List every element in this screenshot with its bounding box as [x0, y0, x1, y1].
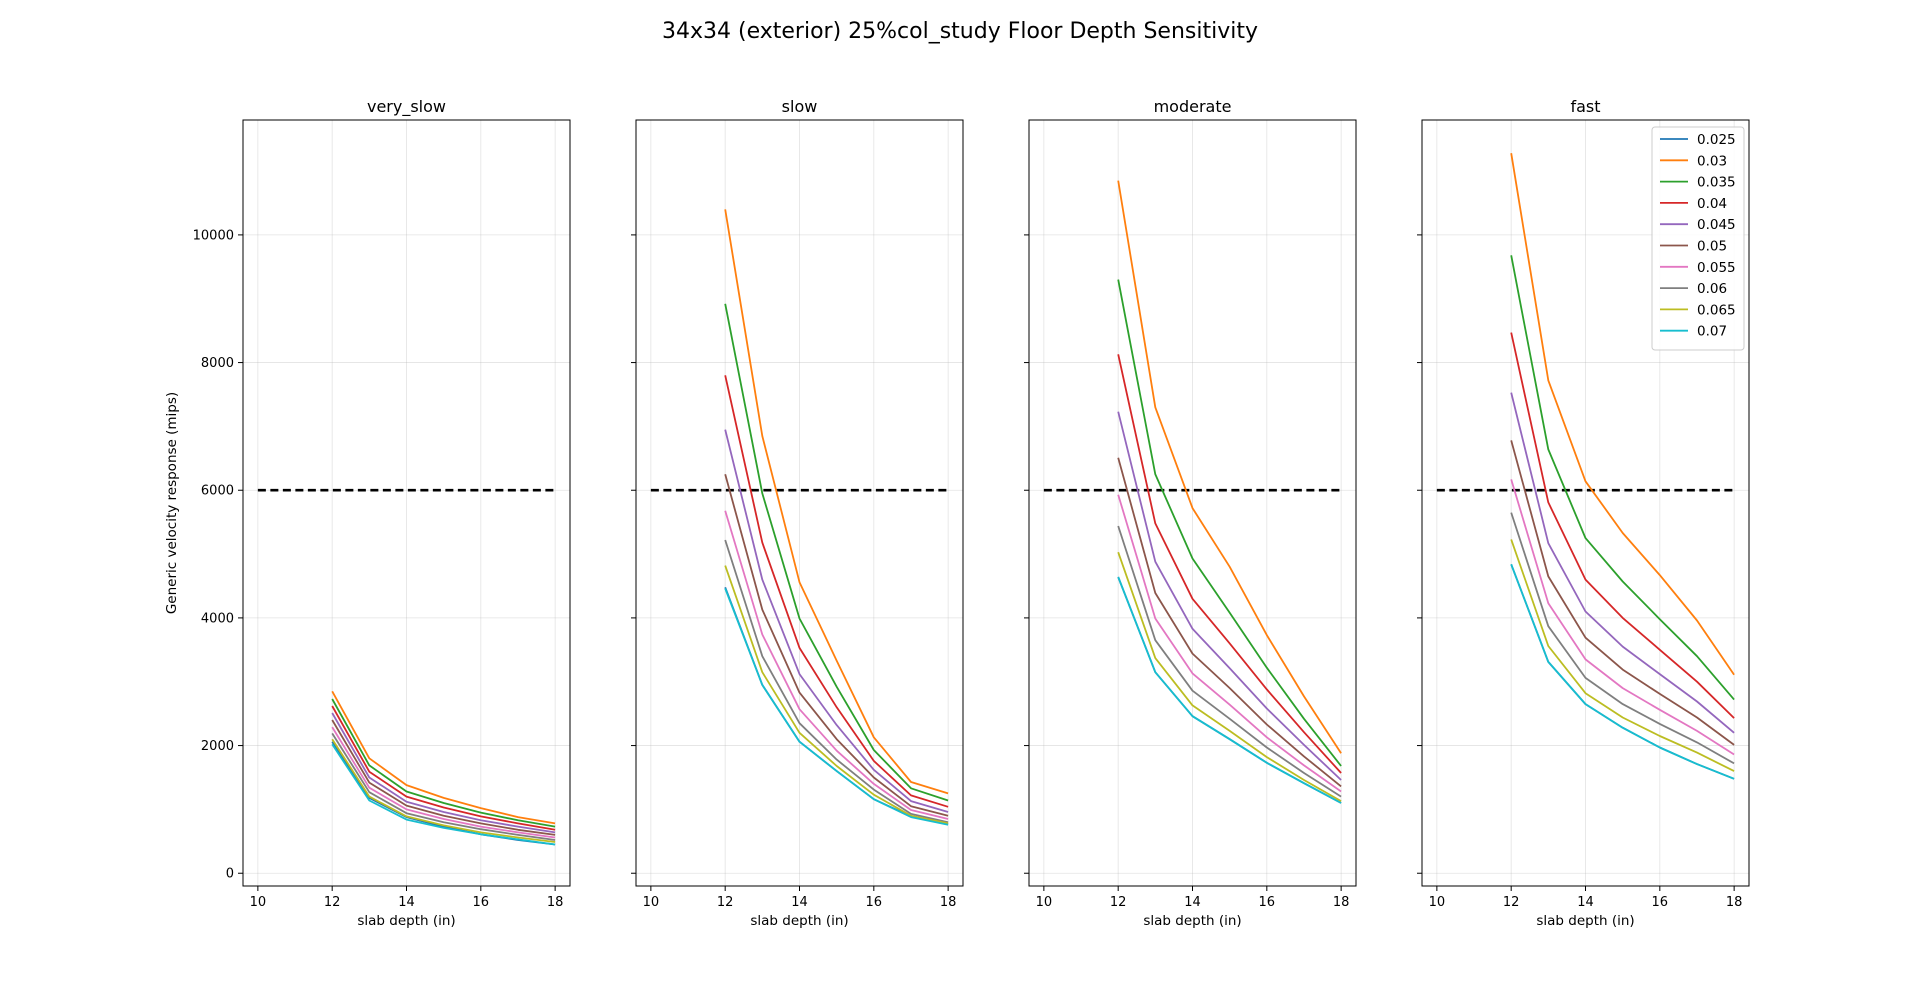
legend-label: 0.04	[1697, 196, 1727, 212]
series-line-0.065	[724, 565, 949, 825]
series-line-0.06	[331, 732, 556, 841]
series-line-0.07	[1510, 563, 1735, 780]
y-tick-label: 0	[226, 867, 234, 882]
panel-moderate: moderate 10 12 14 16 18 slab depth (in)	[1024, 97, 1357, 929]
x-tick-label: 16	[1259, 895, 1276, 910]
panels: very_slow 10 12 14 16 18 0 2000 4000 6000 8000 1000…	[193, 97, 1750, 929]
series-line-0.045	[331, 712, 556, 834]
y-tick-label: 6000	[201, 484, 234, 499]
series-line-0.035	[724, 303, 949, 802]
series-line-0.05	[331, 719, 556, 836]
legend-box	[1651, 126, 1745, 351]
series-line-0.055	[1510, 479, 1735, 756]
panel-slow: slow 10 12 14 16 18 slab depth (in)	[631, 97, 964, 929]
panel-title: slow	[782, 97, 818, 116]
series-line-0.07	[331, 743, 556, 846]
y-tick-label: 8000	[201, 356, 234, 371]
series-line-0.045	[724, 429, 949, 813]
panel-title: moderate	[1154, 97, 1232, 116]
legend-label: 0.06	[1697, 281, 1727, 297]
panel-title: very_slow	[367, 97, 446, 117]
series-line-0.035	[1510, 255, 1735, 701]
series-line-0.055	[724, 510, 949, 820]
series-line-0.07	[724, 588, 949, 826]
series-line-0.05	[1117, 457, 1342, 788]
series-line-0.06	[1510, 512, 1735, 765]
series-line-0.04	[331, 705, 556, 831]
x-axis-label: slab depth (in)	[1536, 913, 1634, 929]
x-tick-label: 12	[324, 895, 341, 910]
series-line-0.03	[331, 690, 556, 825]
x-tick-label: 18	[940, 895, 957, 910]
series-line-0.065	[1510, 539, 1735, 772]
x-tick-label: 14	[1577, 895, 1594, 910]
series-line-0.05	[1510, 440, 1735, 746]
series-line-0.07	[1117, 576, 1342, 804]
x-axis-label: slab depth (in)	[1143, 913, 1241, 929]
x-tick-label: 18	[1333, 895, 1350, 910]
figure-title: 34x34 (exterior) 25%col_study Floor Dept…	[662, 19, 1258, 44]
x-tick-label: 14	[1184, 895, 1201, 910]
x-tick-label: 16	[866, 895, 883, 910]
x-tick-label: 14	[398, 895, 415, 910]
series-line-0.03	[1510, 153, 1735, 676]
series-line-0.04	[724, 375, 949, 808]
legend-label: 0.025	[1697, 132, 1736, 148]
x-tick-label: 10	[1036, 895, 1053, 910]
x-tick-label: 18	[547, 895, 564, 910]
series-line-0.055	[331, 726, 556, 839]
x-axis-label: slab depth (in)	[357, 913, 455, 929]
x-tick-label: 10	[643, 895, 660, 910]
x-tick-label: 16	[473, 895, 490, 910]
legend-label: 0.07	[1697, 324, 1727, 340]
y-tick-label: 2000	[201, 739, 234, 754]
legend-label: 0.045	[1697, 217, 1736, 233]
legend: 0.025 0.03 0.035 0.04 0.045 0.05 0.055 0.06 0.06…	[1651, 126, 1745, 351]
series-line-0.05	[724, 474, 949, 817]
y-axis-label: Generic velocity response (mips)	[164, 392, 180, 614]
series-line-0.035	[1117, 279, 1342, 767]
series-line-0.03	[1117, 180, 1342, 754]
legend-label: 0.03	[1697, 153, 1727, 169]
x-axis-label: slab depth (in)	[750, 913, 848, 929]
y-tick-label: 4000	[201, 611, 234, 626]
panel-fast: fast 10 12 14 16 18 slab depth (in)	[1417, 97, 1750, 929]
legend-label: 0.035	[1697, 175, 1736, 191]
series-line-0.065	[1117, 551, 1342, 802]
panel-very-slow: very_slow 10 12 14 16 18 0 2000 4000 6000 8000 1000…	[193, 97, 571, 929]
series-line-0.06	[724, 539, 949, 824]
series-line-0.055	[1117, 494, 1342, 793]
series-line-0.045	[1117, 411, 1342, 781]
x-tick-label: 16	[1652, 895, 1669, 910]
x-tick-label: 12	[717, 895, 734, 910]
panel-title: fast	[1570, 97, 1600, 116]
legend-label: 0.065	[1697, 302, 1736, 318]
series-line-0.04	[1117, 354, 1342, 774]
series-line-0.06	[1117, 525, 1342, 798]
x-tick-label: 12	[1503, 895, 1520, 910]
y-tick-label: 10000	[193, 228, 234, 243]
series-line-0.045	[1510, 392, 1735, 734]
series-line-0.035	[331, 698, 556, 828]
legend-label: 0.055	[1697, 260, 1736, 276]
series-line-0.065	[331, 738, 556, 843]
x-tick-label: 12	[1110, 895, 1127, 910]
series-line-0.04	[1510, 332, 1735, 719]
x-tick-label: 10	[250, 895, 267, 910]
legend-label: 0.05	[1697, 239, 1727, 255]
x-tick-label: 14	[791, 895, 808, 910]
x-tick-label: 10	[1429, 895, 1446, 910]
x-tick-label: 18	[1726, 895, 1743, 910]
series-line-0.03	[724, 209, 949, 795]
